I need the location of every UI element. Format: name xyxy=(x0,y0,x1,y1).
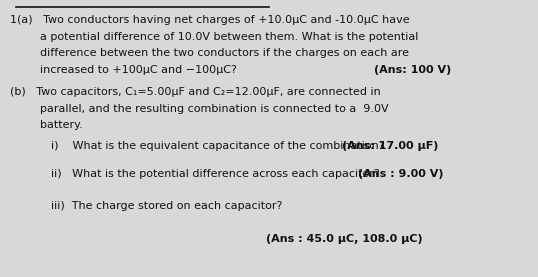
Text: (b)   Two capacitors, C₁=5.00μF and C₂=12.00μF, are connected in: (b) Two capacitors, C₁=5.00μF and C₂=12.… xyxy=(10,87,380,97)
Text: (Ans: 17.00 μF): (Ans: 17.00 μF) xyxy=(342,141,438,151)
Text: difference between the two conductors if the charges on each are: difference between the two conductors if… xyxy=(40,48,409,58)
Text: (Ans: 100 V): (Ans: 100 V) xyxy=(374,65,451,75)
Text: iii)  The charge stored on each capacitor?: iii) The charge stored on each capacitor… xyxy=(51,201,282,211)
Text: battery.: battery. xyxy=(40,120,83,130)
Text: (Ans : 9.00 V): (Ans : 9.00 V) xyxy=(358,169,443,179)
Text: (Ans : 45.0 μC, 108.0 μC): (Ans : 45.0 μC, 108.0 μC) xyxy=(266,234,423,244)
Text: ii)   What is the potential difference across each capacitor?: ii) What is the potential difference acr… xyxy=(51,169,380,179)
Text: 1(a)   Two conductors having net charges of +10.0μC and -10.0μC have: 1(a) Two conductors having net charges o… xyxy=(10,15,409,25)
Text: i)    What is the equivalent capacitance of the combination?: i) What is the equivalent capacitance of… xyxy=(51,141,385,151)
Text: parallel, and the resulting combination is connected to a  9.0V: parallel, and the resulting combination … xyxy=(40,104,389,114)
Text: increased to +100μC and −100μC?: increased to +100μC and −100μC? xyxy=(40,65,237,75)
Text: a potential difference of 10.0V between them. What is the potential: a potential difference of 10.0V between … xyxy=(40,32,419,42)
